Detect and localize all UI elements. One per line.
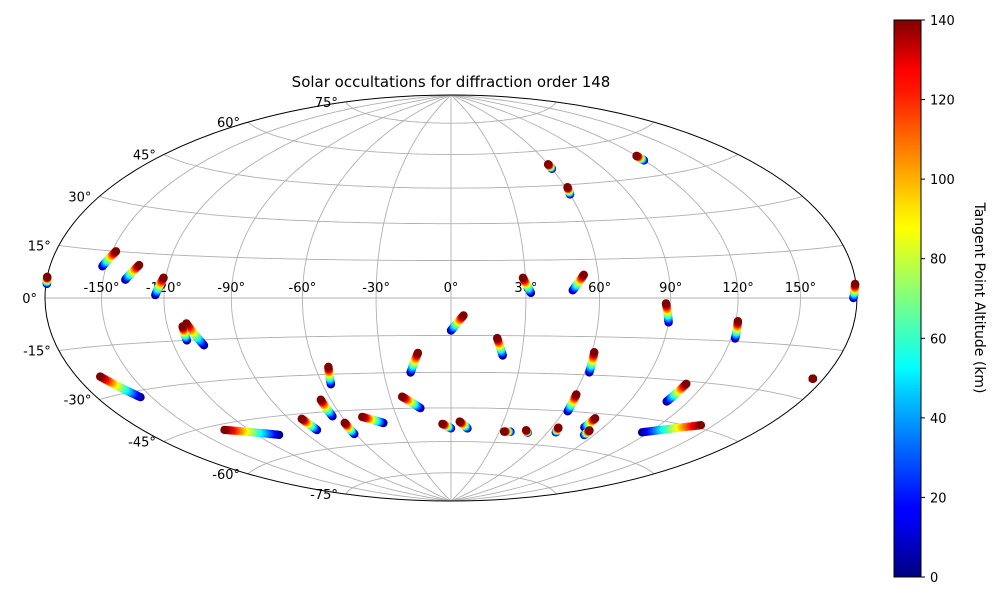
occultation-point (316, 395, 325, 404)
occultation-point (43, 272, 52, 281)
occultation-point (493, 333, 502, 343)
chart-title: Solar occultations for diffraction order… (292, 73, 611, 91)
colorbar-tick-label: 140 (930, 14, 955, 29)
occultation-point (632, 151, 641, 161)
graticule-grid (45, 95, 857, 501)
occultation-point (413, 348, 423, 358)
parallel-line (99, 196, 803, 225)
occultation-point (178, 322, 187, 331)
occultation-point (590, 348, 599, 357)
occultation-point (499, 427, 509, 436)
parallel-line (58, 335, 844, 351)
occultation-point (111, 247, 121, 256)
occultation-point (438, 419, 447, 429)
latitude-tick-label: -30° (64, 394, 92, 409)
colorbar-tick-label: 20 (930, 491, 947, 506)
latitude-tick-label: -75° (310, 488, 338, 503)
occultation-point (554, 423, 563, 432)
occultation-point (733, 317, 743, 326)
occultation-point (850, 279, 860, 289)
occultation-point (134, 260, 144, 270)
occultation-point (521, 426, 531, 435)
colorbar-tick-label: 60 (930, 332, 947, 347)
occultation-point (455, 417, 464, 426)
latitude-tick-label: 45° (133, 149, 156, 164)
parallel-line (58, 245, 844, 261)
latitude-tick-label: 0° (22, 292, 37, 307)
latitude-tick-label: 15° (28, 240, 51, 255)
parallel-line (345, 472, 557, 495)
occultation-tracks (42, 151, 860, 440)
occultation-point (579, 270, 588, 279)
longitude-tick-label: -30° (362, 281, 390, 296)
colorbar-ticks: 0 20 40 60 80 100 120 140 (921, 14, 955, 586)
longitude-tick-labels: -150°-120°-90°-60°-30°0°30°60°90°120°150… (83, 281, 816, 296)
parallel-line (163, 154, 739, 189)
longitude-tick-label: 120° (722, 281, 753, 296)
longitude-tick-label: 0° (444, 281, 459, 296)
latitude-tick-label: 60° (217, 116, 240, 131)
occultation-point (220, 425, 229, 435)
latitude-tick-label: -15° (23, 345, 51, 360)
longitude-tick-label: -90° (217, 281, 245, 296)
occultation-point (591, 414, 600, 423)
occultation-point (572, 390, 581, 399)
colorbar-tick-label: 80 (930, 253, 947, 268)
occultation-point (808, 374, 817, 383)
occultation-point (661, 299, 671, 308)
occultation-point (159, 273, 168, 282)
occultation-point (459, 311, 468, 320)
occultation-point (324, 362, 333, 371)
occultation-point (340, 418, 349, 427)
occultation-point (397, 392, 407, 401)
occultation-point (297, 414, 306, 423)
latitude-tick-label: 75° (315, 96, 338, 111)
occultation-point (518, 273, 528, 282)
colorbar-tick-label: 120 (930, 94, 955, 109)
colorbar-tick-label: 100 (930, 173, 955, 188)
longitude-tick-label: 150° (785, 281, 816, 296)
colorbar-label: Tangent Point Altitude (km) (971, 201, 987, 393)
latitude-tick-label: -60° (212, 468, 240, 483)
colorbar-tick-label: 0 (930, 571, 938, 586)
occultation-point (696, 421, 706, 430)
occultation-point (585, 426, 594, 435)
parallel-line (99, 371, 803, 400)
occultation-point (358, 412, 367, 422)
parallel-line (345, 101, 557, 124)
colorbar (893, 19, 922, 578)
latitude-tick-label: -45° (128, 436, 156, 451)
occultation-point (543, 160, 553, 169)
longitude-tick-label: 60° (588, 281, 611, 296)
longitude-tick-label: 90° (659, 281, 682, 296)
latitude-tick-labels: -75° -60° -45° -30° -15° 0° 15° 30° 45° 60° 75° (22, 96, 338, 503)
parallel-line (247, 441, 655, 475)
occultation-point (96, 372, 105, 381)
colorbar-tick-label: 40 (930, 412, 947, 427)
parallel-line (247, 121, 655, 155)
parallel-line (163, 407, 739, 442)
occultation-point (682, 379, 691, 388)
latitude-tick-label: 30° (68, 191, 91, 206)
longitude-tick-label: -60° (289, 281, 317, 296)
longitude-tick-label: -150° (83, 281, 119, 296)
occultation-point (563, 183, 572, 192)
